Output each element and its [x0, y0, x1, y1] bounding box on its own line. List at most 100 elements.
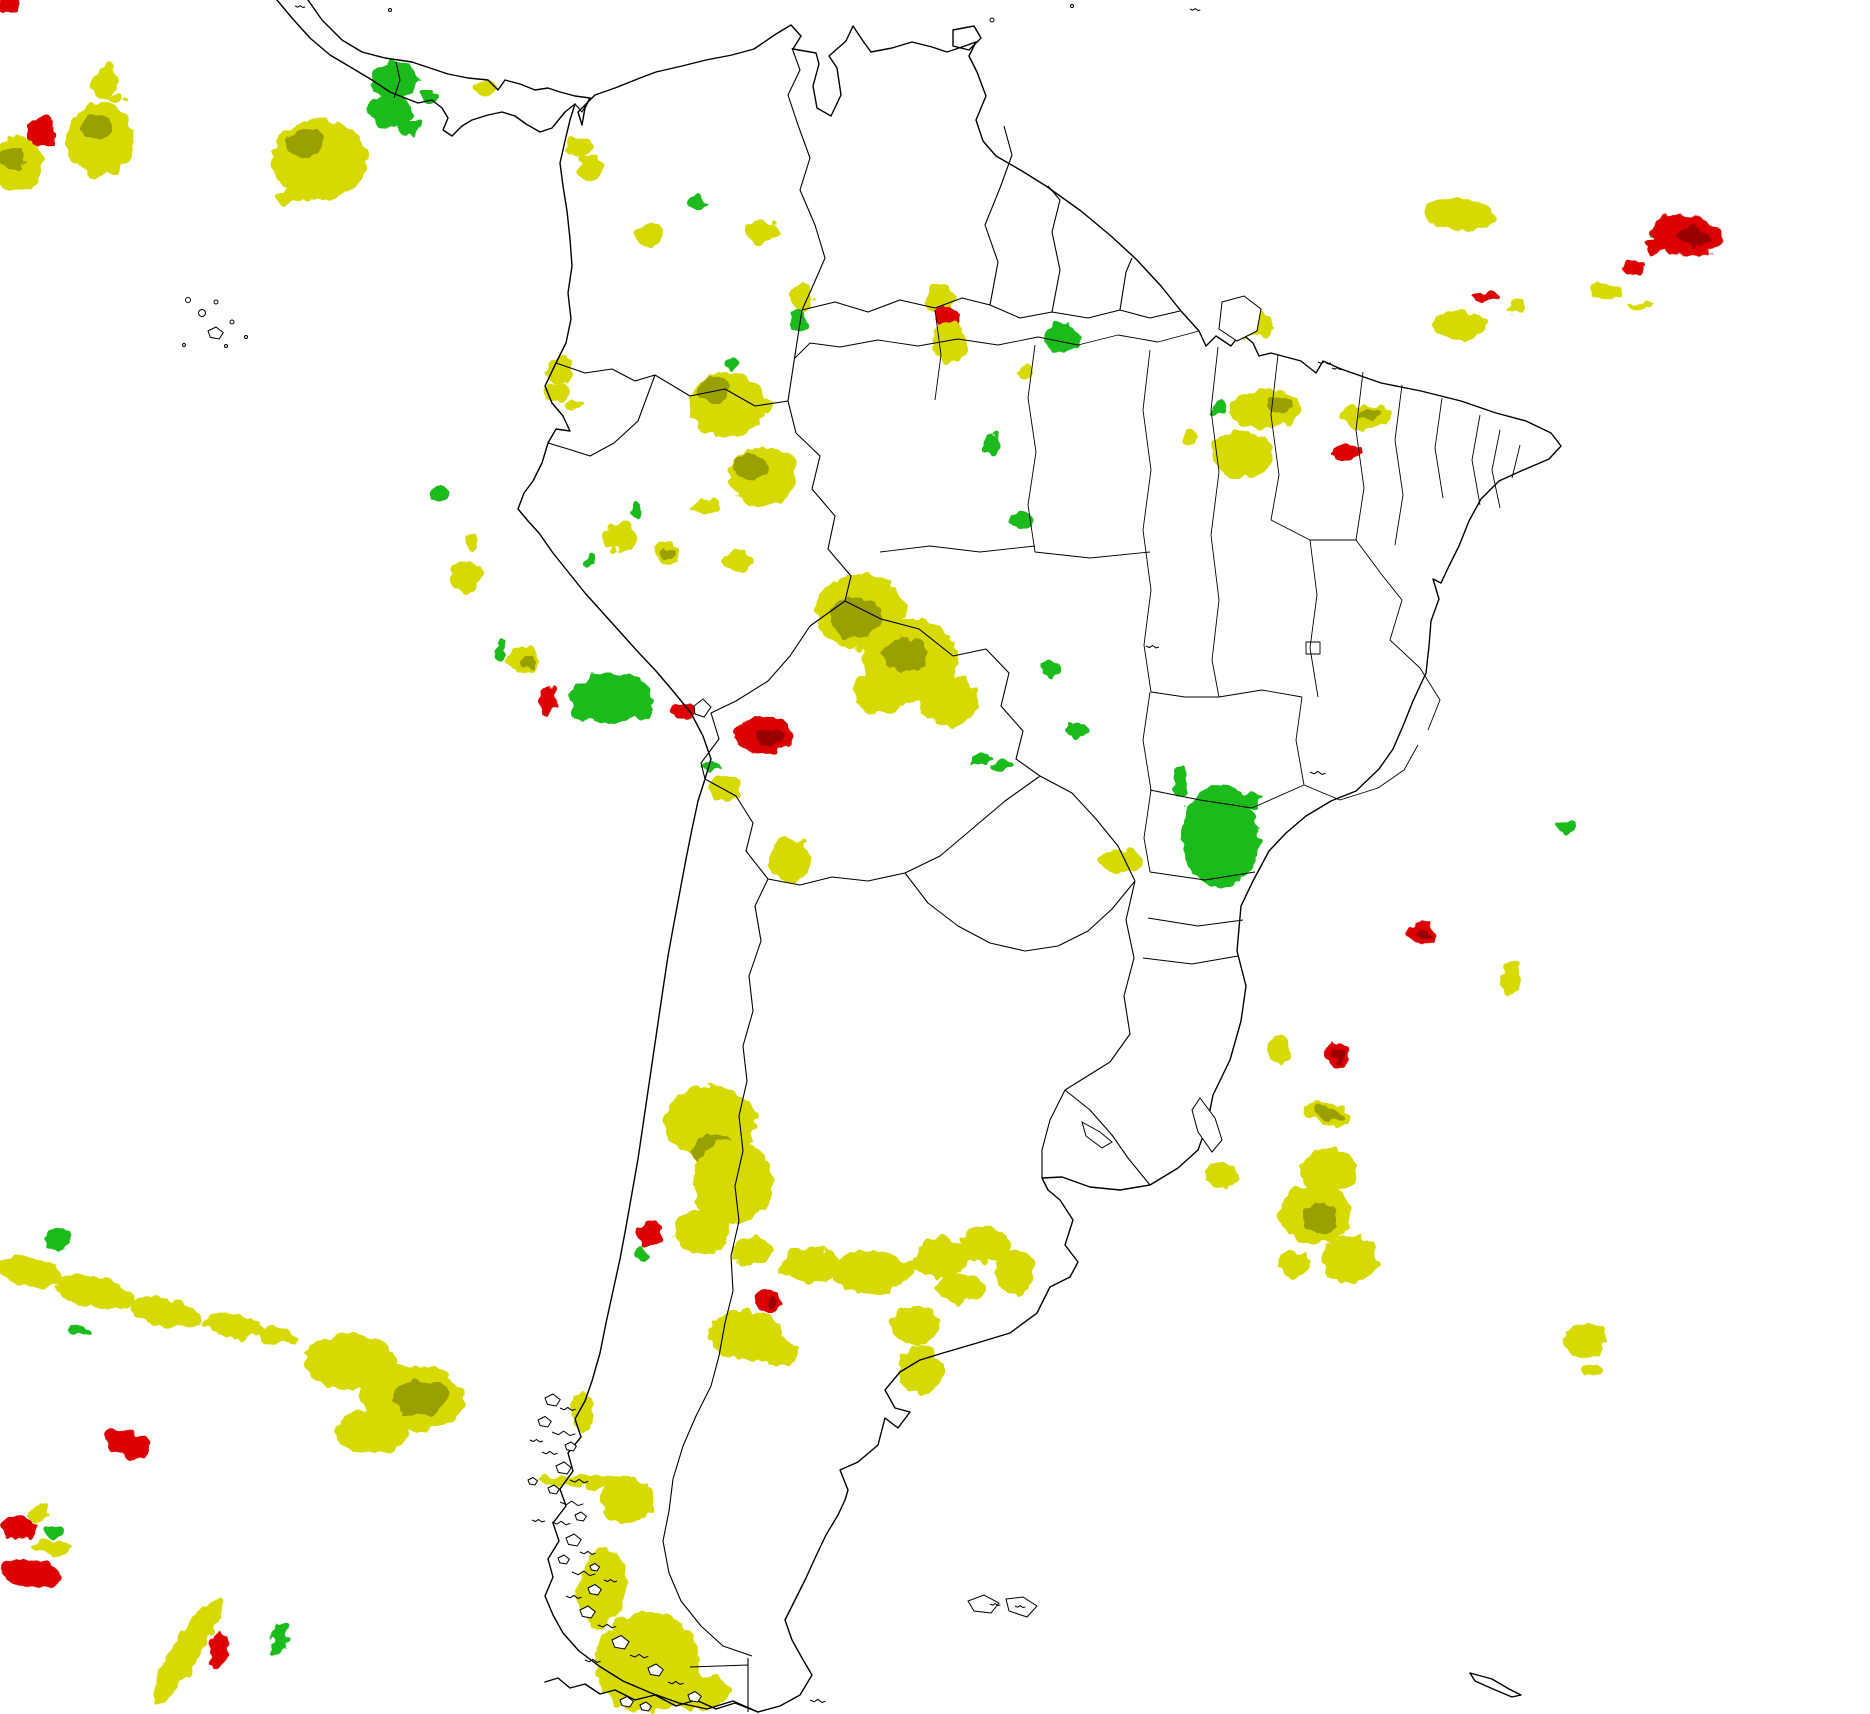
overlay-blob-yellow — [1277, 1251, 1311, 1277]
island-fragment — [529, 1438, 544, 1443]
island-fragment — [213, 299, 219, 305]
overlay-blob-yellow — [709, 777, 741, 801]
island-fragment — [611, 1634, 630, 1650]
island-fragment — [1070, 4, 1074, 8]
amazon-river — [794, 330, 1200, 359]
island-fragment — [1309, 770, 1326, 775]
island-fragment — [544, 1393, 561, 1407]
overlay-blob-green — [1173, 766, 1187, 798]
island-fragment — [198, 309, 206, 317]
overlay-blob-red — [27, 116, 55, 146]
island-fragment — [551, 1430, 576, 1437]
overlay-blob-yellow — [29, 1504, 49, 1522]
island-fragment — [574, 1511, 588, 1522]
island-fragment — [809, 1698, 826, 1703]
south-america-pacific-coast — [517, 103, 759, 1713]
overlay-blob-green — [725, 356, 739, 370]
island-fragment — [224, 344, 228, 348]
overlay-blob-green — [370, 62, 420, 98]
overlay-blob-yellow — [674, 1210, 730, 1254]
island-fragment — [294, 4, 306, 9]
overlay-blob-olive — [659, 548, 675, 560]
overlay-blob-yellow — [567, 401, 583, 409]
island-fragment — [667, 1680, 684, 1685]
overlay-blob-yellow — [1564, 1323, 1606, 1357]
overlay-blob-yellow — [304, 1334, 396, 1390]
overlay-blob-red — [538, 687, 558, 717]
island-fragment — [555, 1461, 572, 1475]
island-fragment — [557, 1554, 571, 1565]
overlay-blob-yellow — [834, 1250, 906, 1294]
overlay-blob-olive — [80, 115, 112, 139]
overlay-blob-yellow — [759, 399, 773, 413]
overlay-blob-yellow — [258, 1327, 298, 1345]
island-fragment — [547, 1484, 561, 1495]
overlay-blob-green — [396, 119, 420, 137]
overlay-blob-green — [689, 195, 705, 209]
overlay-blob-yellow — [1501, 960, 1521, 996]
island-fragment — [185, 297, 191, 303]
falkland-island-west — [967, 1594, 1000, 1614]
island-fragment — [639, 1701, 653, 1712]
overlay-blob-olive — [285, 129, 325, 157]
island-fragment — [571, 1570, 596, 1577]
lagoa-dos-patos — [1191, 1097, 1223, 1153]
country-border-layer — [393, 47, 1181, 1712]
overlay-blob-green — [790, 310, 808, 334]
overlay-blob-yellow — [577, 155, 603, 181]
overlay-blob-yellow — [1592, 284, 1624, 300]
overlay-blob-yellow — [205, 1313, 265, 1339]
overlay-blob-red — [1647, 241, 1663, 253]
overlay-blob-yellow — [692, 1140, 772, 1224]
overlay-blob-yellow — [912, 1238, 968, 1278]
overlay-blob-yellow — [1018, 364, 1034, 378]
overlay-blob-yellow — [746, 220, 778, 242]
overlay-blob-green — [1240, 792, 1260, 808]
island-fragment — [1145, 644, 1160, 649]
overlay-blob-yellow — [960, 1227, 1010, 1263]
overlay-blob-red — [0, 1558, 62, 1588]
overlay-blob-yellow — [770, 837, 810, 883]
island-fragment — [182, 343, 186, 347]
island-fragment — [541, 1450, 558, 1455]
overlay-blob-green — [1045, 323, 1079, 353]
overlay-blob-yellow — [933, 321, 967, 363]
overlay-blob-yellow — [1097, 850, 1143, 872]
overlay-blob-green — [1210, 400, 1228, 416]
overlay-blob-yellow — [603, 522, 637, 552]
overlay-blob-green — [1010, 511, 1032, 529]
overlay-blob-green — [368, 94, 412, 126]
overlay-blob-red — [0, 1518, 38, 1538]
overlay-blob-yellow — [1212, 430, 1272, 478]
overlay-blob-yellow — [728, 447, 798, 505]
overlay-blob-green — [584, 552, 596, 568]
overlay-blob-yellow — [720, 549, 754, 571]
overlay-blob-green — [634, 1246, 648, 1260]
overlay-blob-green — [271, 1621, 289, 1655]
overlay-blob-olive — [883, 637, 927, 673]
overlay-blob-yellow — [55, 1274, 135, 1310]
overlay-blob-darkred — [1332, 1050, 1346, 1062]
overlay-blob-yellow — [571, 1392, 595, 1432]
overlay-blob-yellow — [1424, 198, 1496, 232]
overlay-blob-green — [44, 1526, 62, 1538]
central-america-caribbean-coast — [307, 0, 591, 99]
overlay-blob-yellow — [935, 1274, 985, 1302]
overlay-blob-green — [704, 761, 720, 771]
island-fragment — [565, 1594, 582, 1599]
overlay-blob-yellow — [109, 93, 125, 105]
overlay-blob-yellow — [92, 64, 118, 100]
island-fragment — [388, 8, 392, 12]
country-borders — [393, 47, 1181, 1712]
overlay-blob-olive — [0, 148, 25, 172]
overlay-blob-yellow — [899, 1260, 917, 1276]
overlay-blob-yellow — [995, 1250, 1035, 1294]
overlay-blob-olive — [1359, 409, 1381, 421]
island-fragment — [551, 1520, 571, 1526]
overlay-blob-darkred — [1676, 226, 1712, 248]
island-fragment — [597, 1623, 617, 1629]
island-fragment — [569, 1478, 589, 1484]
